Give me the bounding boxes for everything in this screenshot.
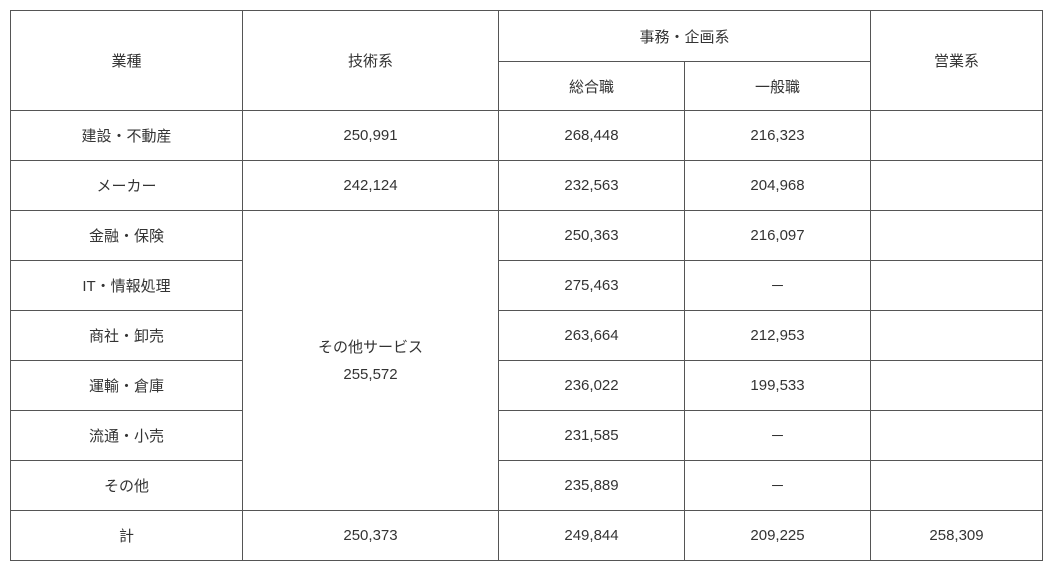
cell-technical-merged: その他サービス 255,572 [243, 211, 499, 511]
cell-office-sogo: 249,844 [499, 511, 685, 561]
col-header-technical: 技術系 [243, 11, 499, 111]
cell-sales [871, 211, 1043, 261]
col-header-office: 事務・企画系 [499, 11, 871, 62]
cell-sales [871, 361, 1043, 411]
cell-technical: 250,991 [243, 111, 499, 161]
cell-office-sogo: 275,463 [499, 261, 685, 311]
cell-industry: メーカー [11, 161, 243, 211]
cell-sales: 258,309 [871, 511, 1043, 561]
cell-sales [871, 411, 1043, 461]
col-header-office-ippan: 一般職 [685, 62, 871, 111]
cell-industry: 商社・卸売 [11, 311, 243, 361]
cell-office-sogo: 235,889 [499, 461, 685, 511]
table-row: 流通・小売 231,585 － [11, 411, 1043, 461]
cell-industry: 金融・保険 [11, 211, 243, 261]
merged-label-line1: その他サービス [318, 339, 423, 356]
table-row-total: 計 250,373 249,844 209,225 258,309 [11, 511, 1043, 561]
merged-label-line2: 255,572 [343, 366, 397, 383]
table-row: メーカー 242,124 232,563 204,968 [11, 161, 1043, 211]
cell-office-sogo: 250,363 [499, 211, 685, 261]
cell-technical: 242,124 [243, 161, 499, 211]
table-row: その他 235,889 － [11, 461, 1043, 511]
cell-industry: IT・情報処理 [11, 261, 243, 311]
cell-office-sogo: 232,563 [499, 161, 685, 211]
salary-table: 業種 技術系 事務・企画系 営業系 総合職 一般職 建設・不動産 250,991… [10, 10, 1043, 561]
cell-office-ippan: 216,097 [685, 211, 871, 261]
table-row: 建設・不動産 250,991 268,448 216,323 [11, 111, 1043, 161]
table-row: 商社・卸売 263,664 212,953 [11, 311, 1043, 361]
cell-sales [871, 311, 1043, 361]
cell-office-sogo: 263,664 [499, 311, 685, 361]
cell-office-sogo: 236,022 [499, 361, 685, 411]
cell-office-ippan: 209,225 [685, 511, 871, 561]
cell-sales [871, 111, 1043, 161]
cell-industry: 計 [11, 511, 243, 561]
cell-office-ippan: 216,323 [685, 111, 871, 161]
cell-office-ippan: 212,953 [685, 311, 871, 361]
cell-office-ippan: 204,968 [685, 161, 871, 211]
cell-industry: 運輸・倉庫 [11, 361, 243, 411]
cell-sales [871, 161, 1043, 211]
cell-industry: 建設・不動産 [11, 111, 243, 161]
col-header-office-sogo: 総合職 [499, 62, 685, 111]
cell-office-ippan: － [685, 411, 871, 461]
table-row: IT・情報処理 275,463 － [11, 261, 1043, 311]
table-row: 金融・保険 その他サービス 255,572 250,363 216,097 [11, 211, 1043, 261]
col-header-industry: 業種 [11, 11, 243, 111]
col-header-sales: 営業系 [871, 11, 1043, 111]
cell-industry: 流通・小売 [11, 411, 243, 461]
table-row: 運輸・倉庫 236,022 199,533 [11, 361, 1043, 411]
cell-office-ippan: 199,533 [685, 361, 871, 411]
cell-office-ippan: － [685, 261, 871, 311]
cell-sales [871, 261, 1043, 311]
cell-office-sogo: 268,448 [499, 111, 685, 161]
cell-industry: その他 [11, 461, 243, 511]
cell-sales [871, 461, 1043, 511]
cell-office-ippan: － [685, 461, 871, 511]
cell-office-sogo: 231,585 [499, 411, 685, 461]
cell-technical: 250,373 [243, 511, 499, 561]
